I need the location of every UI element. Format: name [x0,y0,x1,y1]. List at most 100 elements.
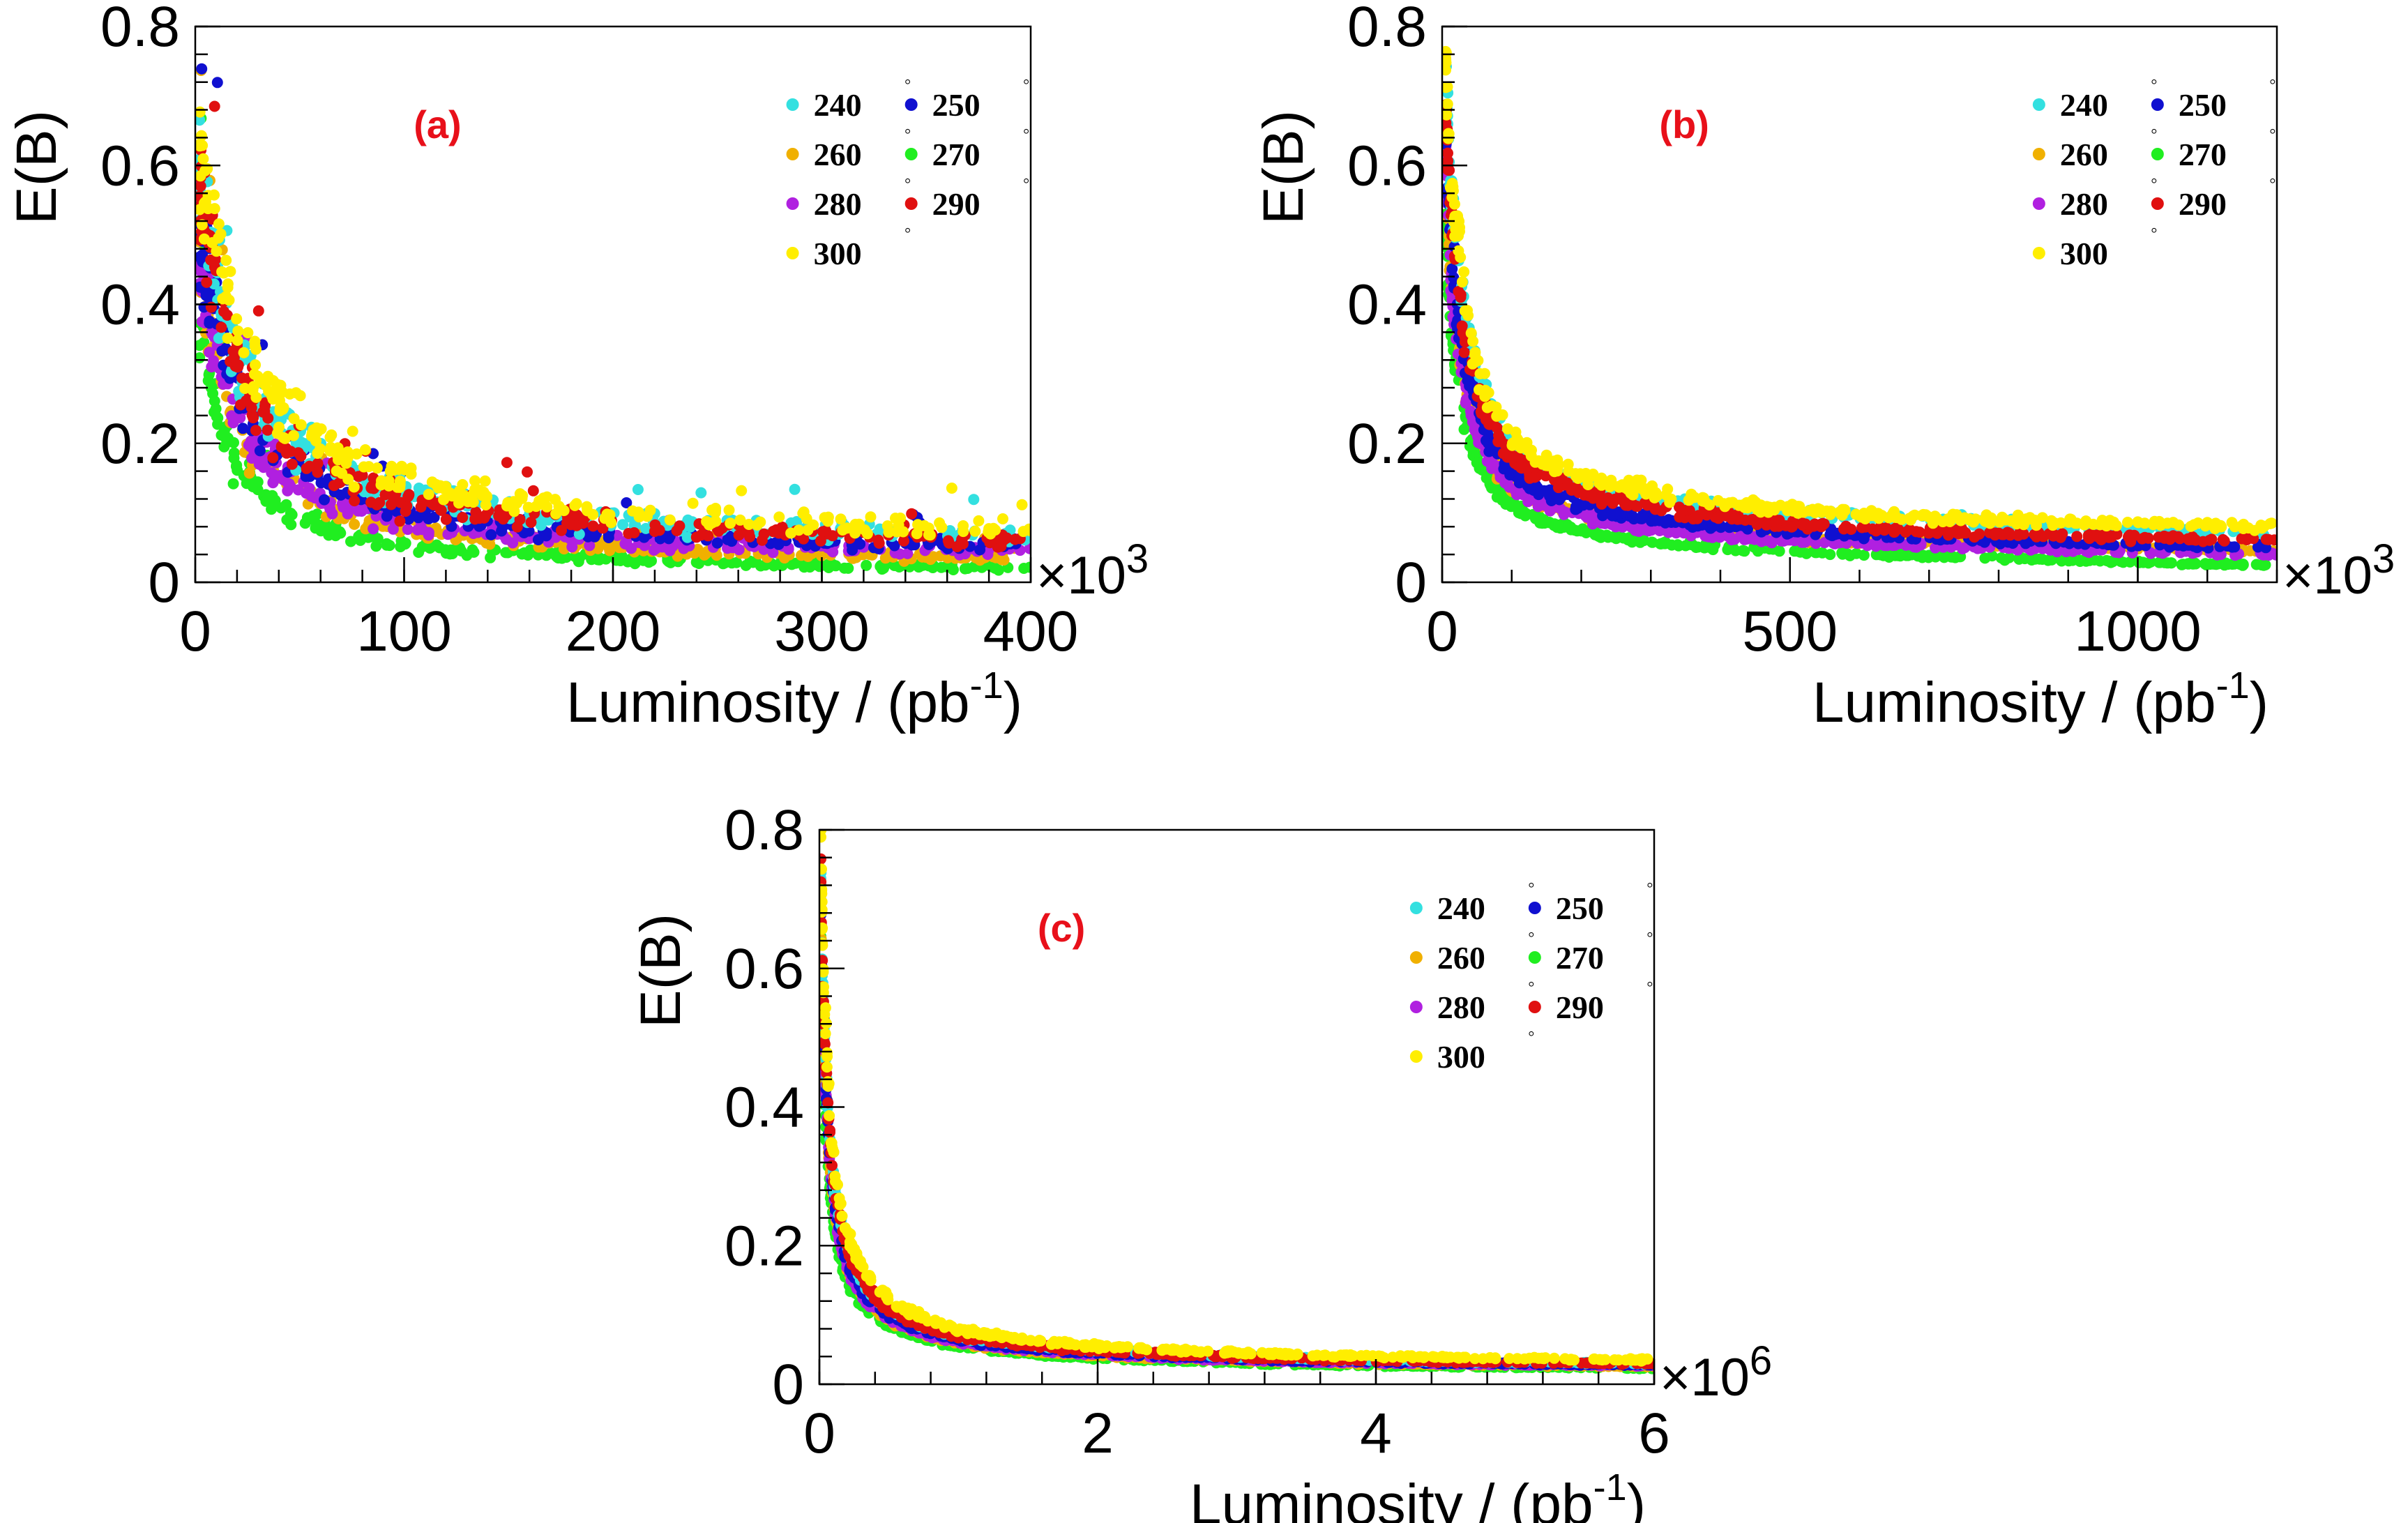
data-point [1646,536,1658,548]
data-point [1478,368,1490,379]
data-point [638,531,650,543]
data-point [1642,486,1654,498]
data-point [672,550,683,562]
data-point [1442,56,1452,68]
data-point [1727,497,1739,508]
x-axis-title: Luminosity / (pb-1) [566,665,1022,734]
data-point [1732,513,1743,525]
data-point [2045,515,2057,526]
data-point [789,483,801,495]
data-point [1458,266,1470,278]
data-point [1646,524,1658,536]
data-point [1895,513,1907,525]
data-point [2043,528,2055,540]
data-point [201,276,213,288]
y-axis-title: E(B) [5,110,68,225]
x-multiplier: ×103 [2282,536,2395,605]
legend-label: 260 [814,137,862,172]
data-point [1508,450,1520,462]
legend-label: 270 [2179,137,2227,172]
data-point [209,189,220,201]
data-point [2255,520,2267,531]
data-point [232,335,243,346]
data-point [1467,335,1479,347]
data-point [196,219,208,231]
data-point [226,410,238,422]
data-point [335,490,347,501]
data-point [197,139,209,151]
data-point [349,518,361,530]
y-tick-label: 0.6 [1347,134,1427,197]
legend-label: 280 [814,186,862,222]
legend-label: 300 [2060,236,2108,271]
data-point [195,114,206,126]
data-point [1945,526,1957,538]
data-point [1888,526,1900,538]
data-point [1530,513,1541,524]
data-point [1743,498,1755,510]
data-point [215,321,227,333]
data-point [699,549,710,561]
data-point [1501,423,1513,434]
data-point [532,534,544,545]
data-point [743,527,755,539]
legend-marker [904,98,918,111]
data-point [1959,542,1971,554]
data-point [2252,541,2264,553]
x-tick-label: 300 [774,600,870,663]
data-point [212,412,224,424]
legend-degree-symbol: ◦ [1023,71,1030,93]
data-point [1462,374,1474,386]
data-point [249,368,260,380]
data-point [2107,516,2119,528]
data-point [1883,512,1895,524]
legend-marker [786,247,799,259]
data-point [687,497,699,509]
data-point [331,448,343,460]
data-point [336,467,348,479]
data-point [703,519,715,531]
y-tick-label: 0.8 [1347,0,1427,59]
y-tick-label: 0 [1395,551,1427,614]
data-point [1994,516,2006,528]
data-point [1814,503,1826,515]
data-point [587,520,599,532]
data-point [2264,517,2276,529]
data-point [295,419,307,431]
data-point [1837,548,1849,560]
data-point [695,487,707,499]
series-300 [1442,45,2277,536]
x-axis-title: Luminosity / (pb-1) [1812,665,2269,734]
panel-a: 00.20.40.60.80 100 200 300 400×103Luminosity… [5,0,1149,734]
data-point [231,313,243,325]
panel-label: (a) [414,103,461,146]
data-point [1836,509,1848,521]
legend-item-260: 260◦ [2032,121,2158,172]
data-point [1964,514,1976,526]
data-point [1698,542,1709,553]
data-point [211,77,223,89]
data-point [934,517,946,529]
data-point [1810,538,1822,550]
scatter-points [195,63,1031,576]
data-point [222,282,234,294]
data-point [1917,550,1928,562]
data-point [299,517,311,529]
data-point [457,512,469,523]
legend-label: 290 [932,186,980,222]
y-tick-label: 0 [148,551,180,614]
y-tick-label: 0.2 [100,412,180,476]
data-point [790,557,802,569]
data-point [773,511,785,523]
data-point [633,506,644,518]
data-point [1584,488,1596,500]
data-point [1442,81,1453,93]
x-multiplier-base: ×10 [1036,546,1126,605]
legend-item-300: 300◦ [786,220,911,271]
y-axis-title: E(B) [1252,110,1315,225]
data-point [996,535,1007,547]
data-point [674,520,686,532]
data-point [247,384,259,396]
data-point [935,561,947,573]
legend-label: 280 [2060,186,2108,222]
